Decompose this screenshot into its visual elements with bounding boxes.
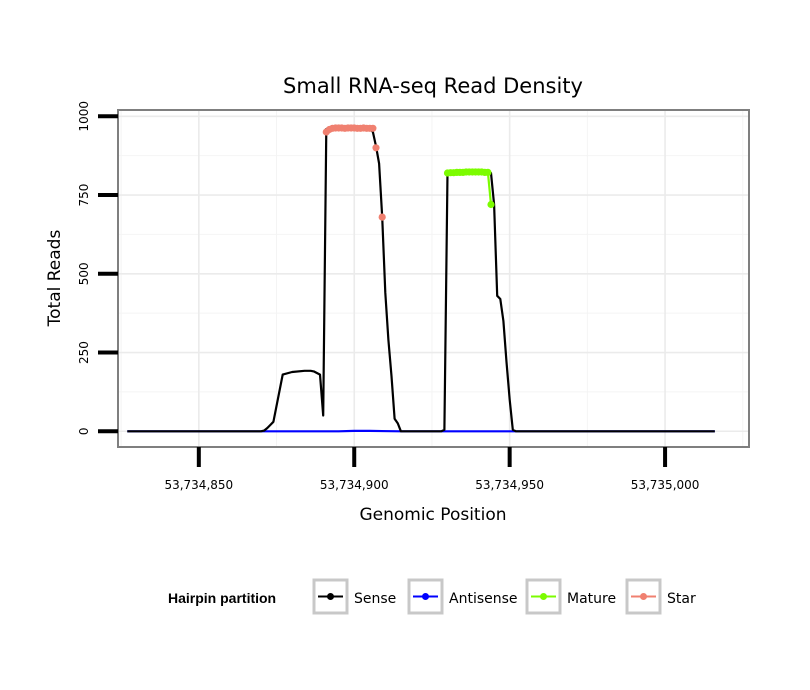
data-point-star-15 [369,124,377,132]
x-tick-label-2: 53,734,950 [475,478,544,492]
y-axis: 0 250 500 750 1000 [77,101,118,435]
legend-label-sense: Sense [354,591,396,607]
y-tick-label-1: 250 [77,341,91,364]
y-axis-title: Total Reads [45,230,65,328]
y-tick-label-3: 750 [77,184,91,207]
series-layer [127,124,715,433]
data-point-mature-13 [484,168,492,176]
x-tick-label-0: 53,734,850 [164,478,233,492]
x-axis: 53,734,850 53,734,900 53,734,950 53,735,000 [164,447,699,492]
legend: Hairpin partition Sense Antisense Mature St… [168,578,696,615]
legend-key-point-antisense [422,593,429,600]
legend-key-point-star [640,593,647,600]
legend-key-point-mature [540,593,547,600]
data-point-mature-14 [487,200,495,209]
legend-label-antisense: Antisense [449,591,518,607]
legend-label-mature: Mature [567,591,616,607]
minor-gridlines [118,110,749,447]
data-point-star-17 [378,213,386,221]
plot-border [117,109,750,448]
data-point-star-16 [372,144,380,152]
legend-title: Hairpin partition [168,590,276,606]
plot-background [118,110,749,447]
chart-title: Small RNA-seq Read Density [283,74,583,98]
x-axis-title: Genomic Position [359,505,506,525]
y-tick-label-0: 0 [77,427,91,435]
legend-label-star: Star [667,591,696,607]
x-tick-label-3: 53,735,000 [631,478,700,492]
x-tick-label-1: 53,734,900 [320,478,389,492]
legend-key-point-sense [327,593,334,600]
y-tick-label-4: 1000 [77,101,91,132]
y-tick-label-2: 500 [77,262,91,285]
